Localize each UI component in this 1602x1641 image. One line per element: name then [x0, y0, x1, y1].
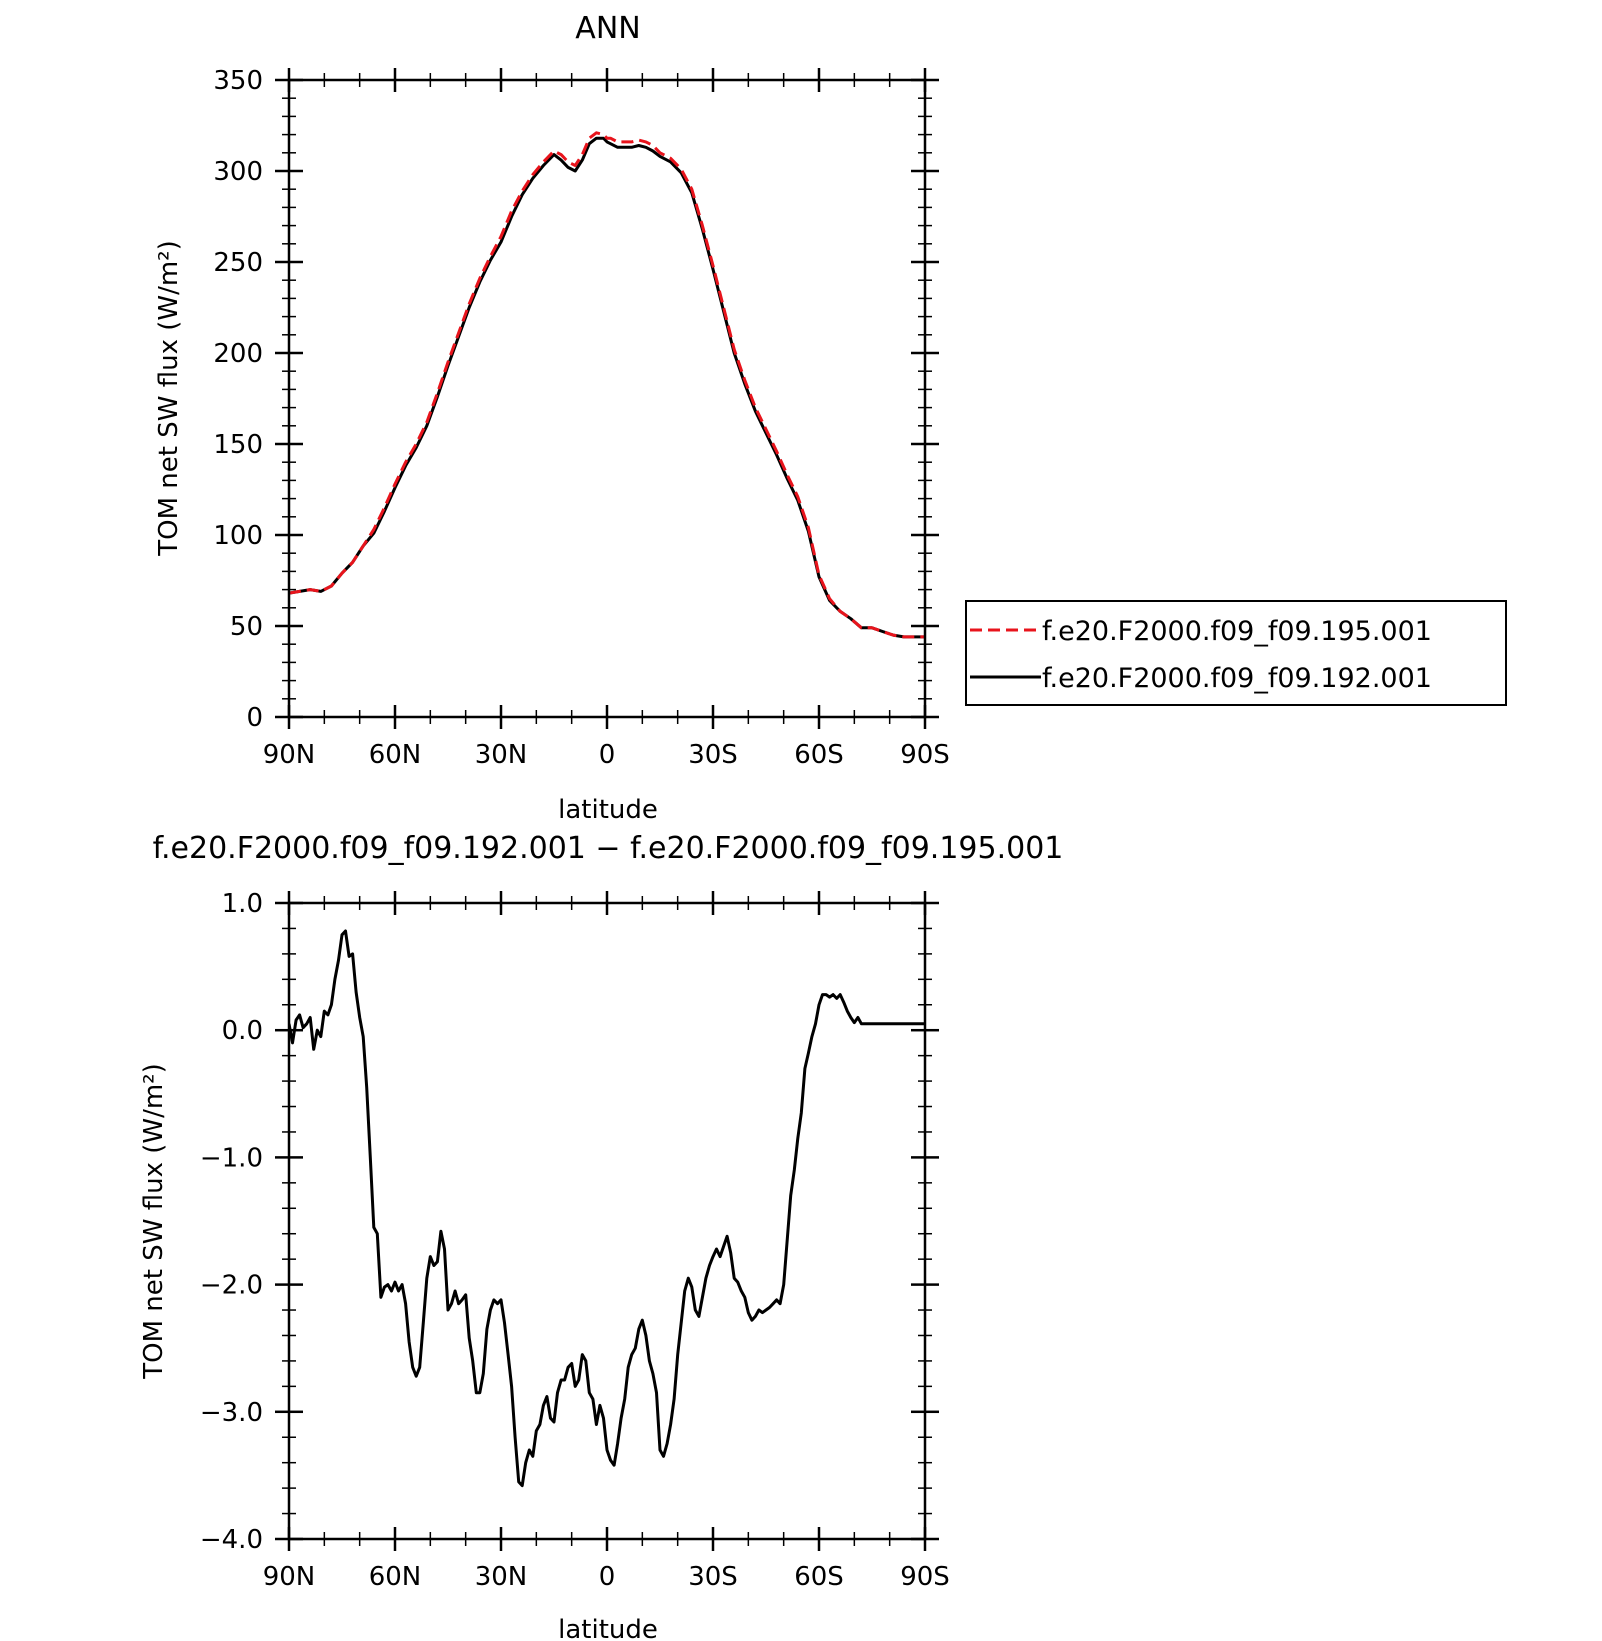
x-tick-label: 60N: [369, 740, 422, 770]
series-line-1: [289, 136, 925, 639]
legend-entry-192: f.e20.F2000.f09_f09.192.001: [1042, 663, 1432, 694]
y-tick-label: 0: [246, 703, 263, 733]
y-tick-label: 0.0: [222, 1016, 263, 1046]
x-tick-label: 90N: [263, 1562, 316, 1592]
x-tick-label: 90S: [900, 740, 950, 770]
bottom-panel: f.e20.F2000.f09_f09.192.001 − f.e20.F200…: [139, 831, 1063, 1641]
legend: f.e20.F2000.f09_f09.195.001 f.e20.F2000.…: [965, 600, 1507, 706]
y-axis-label-bottom: TOM net SW flux (W/m²): [139, 1063, 169, 1379]
y-tick-label: 200: [213, 339, 263, 369]
y-tick-label: −1.0: [200, 1143, 263, 1173]
x-tick-label: 60S: [794, 740, 844, 770]
x-tick-label: 60S: [794, 1562, 844, 1592]
difference-title: f.e20.F2000.f09_f09.192.001 − f.e20.F200…: [153, 831, 1064, 866]
top-axis-ticks: 90N 60N 30N 0 30S 60S 90S 0 50 100 150 200 250 300 350: [213, 66, 949, 770]
y-tick-label: −4.0: [200, 1525, 263, 1555]
x-tick-label: 30S: [688, 1562, 738, 1592]
y-tick-label: 250: [213, 248, 263, 278]
top-plot-marks: [289, 131, 925, 639]
y-tick-label: 350: [213, 66, 263, 96]
series-line-0: [289, 929, 925, 1488]
y-tick-label: 100: [213, 521, 263, 551]
y-axis-label: TOM net SW flux (W/m²): [154, 240, 184, 556]
y-tick-label: 150: [213, 430, 263, 460]
y-tick-label: 50: [230, 612, 263, 642]
series-line-0: [289, 131, 925, 639]
chart-title: ANN: [575, 11, 640, 46]
bottom-axis-ticks: 90N 60N 30N 0 30S 60S 90S −4.0 −3.0 −2.0 −1.0 0.0 1.…: [200, 889, 950, 1592]
x-axis-label: latitude: [558, 795, 658, 825]
top-panel: ANN 90N 60N 30N 0 30S 60S 90S 0 50 100 150 200 250 30…: [154, 11, 1507, 825]
x-tick-label: 30S: [688, 740, 738, 770]
x-tick-label: 30N: [475, 1562, 528, 1592]
x-tick-label: 0: [599, 740, 616, 770]
x-tick-label: 90N: [263, 740, 316, 770]
x-tick-label: 30N: [475, 740, 528, 770]
legend-entry-195: f.e20.F2000.f09_f09.195.001: [1042, 616, 1432, 647]
legend-box: [965, 600, 1507, 706]
y-tick-label: −2.0: [200, 1271, 263, 1301]
x-tick-label: 60N: [369, 1562, 422, 1592]
y-tick-label: 1.0: [222, 889, 263, 919]
x-axis-label-bottom: latitude: [558, 1615, 658, 1641]
x-tick-label: 0: [599, 1562, 616, 1592]
x-tick-label: 90S: [900, 1562, 950, 1592]
y-tick-label: −3.0: [200, 1398, 263, 1428]
y-tick-label: 300: [213, 157, 263, 187]
bottom-plot-marks: [289, 929, 925, 1488]
plot-frame: [287, 78, 927, 719]
